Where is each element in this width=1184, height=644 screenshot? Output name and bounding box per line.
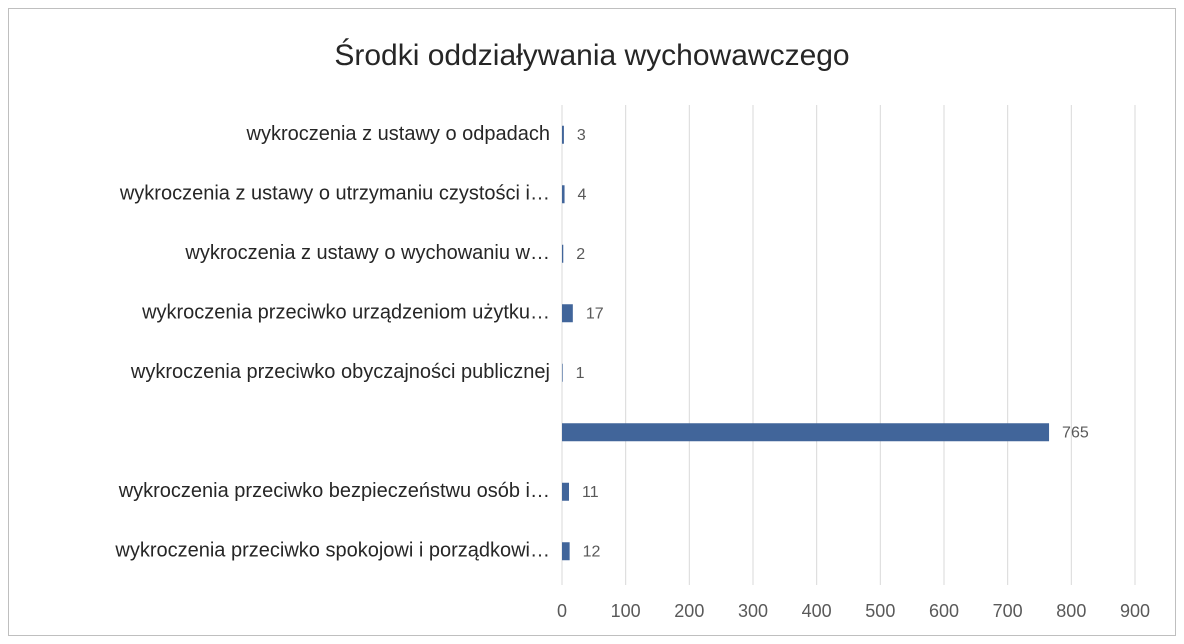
bar [562, 244, 564, 263]
x-tick-label: 600 [929, 601, 959, 621]
data-label: 4 [578, 186, 587, 203]
data-label: 17 [586, 305, 604, 322]
bar [562, 185, 565, 204]
bar [562, 542, 570, 561]
y-tick-label: wykroczenia z ustawy o odpadach [246, 123, 551, 145]
y-tick-label: wykroczenia przeciwko urządzeniom użytku… [141, 302, 550, 324]
bar [562, 423, 1050, 442]
bar [562, 363, 563, 382]
x-tick-label: 700 [993, 601, 1023, 621]
data-label: 11 [582, 484, 599, 501]
data-label: 765 [1062, 424, 1089, 441]
y-tick-label: wykroczenia z ustawy o utrzymaniu czysto… [119, 183, 550, 205]
x-tick-label: 200 [674, 601, 704, 621]
x-tick-label: 0 [557, 601, 567, 621]
y-tick-label: wykroczenia z ustawy o wychowaniu w… [184, 242, 550, 264]
x-tick-label: 300 [738, 601, 768, 621]
y-tick-label: wykroczenia przeciwko obyczajności publi… [130, 361, 550, 383]
y-tick-label: wykroczenia przeciwko bezpieczeństwu osó… [118, 480, 550, 502]
y-tick-label: wykroczenia przeciwko spokojowi i porząd… [114, 540, 550, 562]
bar [562, 304, 573, 323]
x-tick-label: 400 [802, 601, 832, 621]
bar [562, 125, 564, 144]
x-tick-label: 100 [611, 601, 641, 621]
data-label: 3 [577, 127, 586, 144]
data-label: 1 [576, 365, 585, 382]
data-label: 2 [576, 246, 585, 263]
bar [562, 482, 570, 501]
x-tick-label: 800 [1056, 601, 1086, 621]
x-tick-label: 900 [1120, 601, 1150, 621]
chart-border [8, 8, 1176, 636]
data-label: 12 [583, 543, 601, 560]
chart-title: Środki oddziaływania wychowawczego [334, 38, 849, 72]
x-tick-label: 500 [865, 601, 895, 621]
